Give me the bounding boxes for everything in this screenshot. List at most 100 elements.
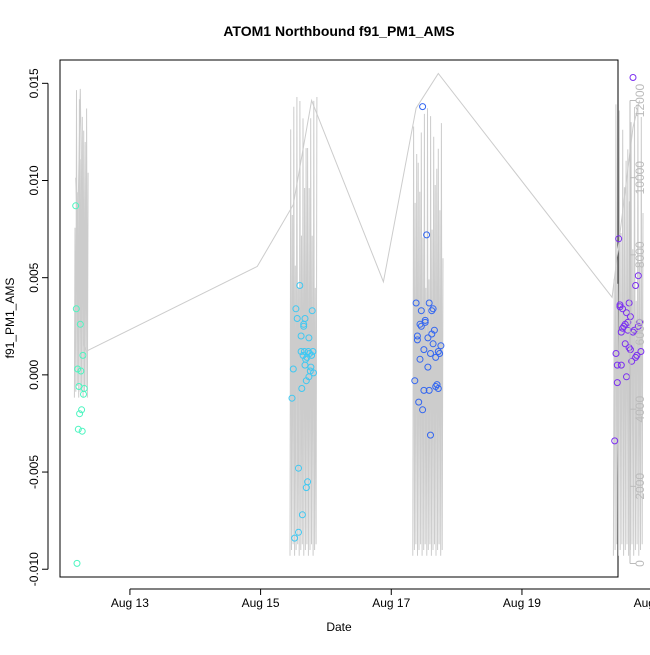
secondary-line [75, 72, 641, 353]
y-tick-label: 0.005 [27, 262, 41, 292]
scatter-point [432, 383, 440, 390]
y2-tick-label: 4000 [633, 396, 647, 423]
scatter-point [432, 353, 440, 361]
scatter-point [437, 342, 445, 350]
scatter-point [419, 103, 427, 111]
secondary-spike-burst [73, 90, 89, 398]
scatter-point [436, 350, 444, 357]
scatter-point [79, 351, 87, 359]
y-tick-label: 0.000 [27, 360, 41, 390]
scatter-point [612, 350, 620, 357]
scatter-point [413, 336, 421, 344]
scatter-point [80, 385, 88, 392]
secondary-series-layer [73, 72, 644, 556]
scatter-point [629, 74, 637, 81]
scatter-point [633, 351, 641, 359]
scatter-point [429, 305, 437, 313]
scatter-point [428, 330, 436, 338]
scatter-point [415, 398, 423, 406]
scatter-point [625, 344, 633, 352]
scatter-point [304, 478, 312, 486]
y-tick-label: -0.005 [27, 455, 41, 489]
scatter-point [634, 322, 642, 330]
x-tick-label: Aug 19 [503, 596, 541, 610]
scatter-point [624, 318, 632, 326]
scatter-point [289, 365, 297, 373]
scatter-point [421, 318, 429, 326]
scatter-point [420, 386, 428, 394]
scatter-point [300, 322, 308, 330]
scatter-point [77, 367, 85, 375]
scatter-point [74, 425, 82, 433]
secondary-spike-burst [289, 96, 318, 556]
scatter-point [417, 322, 425, 330]
scatter-point [76, 320, 84, 328]
y-tick-label: 0.010 [27, 165, 41, 195]
scatter-point [72, 305, 80, 313]
scatter-point [305, 334, 313, 342]
scatter-point [630, 326, 638, 334]
scatter-point [427, 431, 434, 439]
x-tick-label: Aug 13 [111, 596, 149, 610]
secondary-spike-burst [412, 108, 444, 556]
scatter-point [617, 361, 625, 369]
scatter-point [292, 305, 300, 313]
scatter-point [78, 427, 86, 435]
scatter-point [291, 534, 299, 542]
scatter-point [308, 307, 316, 315]
scatter-point [298, 511, 306, 519]
scatter-point [429, 340, 437, 348]
x-tick-label: Aug 15 [242, 596, 280, 610]
scatter-point [412, 299, 420, 307]
scatter-point [301, 315, 309, 322]
axes-layer: -0.010 -0.005 0.000 0.005 0.010 0.015 Aug 13 Au… [27, 68, 650, 610]
plot-frame [59, 59, 619, 578]
y-tick-label: -0.010 [27, 552, 41, 586]
scatter-point [632, 282, 640, 289]
scatter-point [298, 385, 306, 392]
scatter-point [613, 361, 621, 369]
scatter-point [620, 322, 628, 330]
scatter-point [421, 316, 429, 324]
scatter-point [617, 328, 625, 336]
scatter-point [309, 348, 317, 355]
scatter-point [416, 355, 424, 363]
scatter-point [425, 299, 433, 307]
scatter-point [637, 348, 645, 355]
scatter-point [297, 332, 305, 340]
scatter-point [425, 386, 433, 394]
scatter-point [636, 318, 644, 326]
scatter-point [299, 351, 307, 359]
secondary-spike-burst [612, 104, 644, 556]
scatter-point [73, 559, 81, 567]
scatter-point [616, 303, 624, 311]
scatter-point [613, 379, 621, 387]
y2-tick-label: 8000 [633, 241, 647, 268]
y2-tick-label: 10000 [633, 161, 647, 195]
y2-tick-label: 12000 [633, 83, 647, 117]
scatter-point [297, 348, 305, 355]
scatter-point [411, 377, 419, 385]
scatter-point [434, 348, 442, 355]
y-tick-label: 0.015 [27, 68, 41, 98]
x-tick-label: Aug 21 [634, 596, 650, 610]
scatter-point [417, 307, 425, 315]
scatter-point [413, 332, 421, 340]
scatter-point [632, 353, 640, 361]
y2-tick-label: 2000 [633, 473, 647, 500]
y2-tick-label: 0 [633, 560, 647, 567]
scatter-point [628, 357, 636, 365]
x-axis-label: Date [326, 620, 352, 634]
scatter-point [305, 373, 313, 381]
scatter-point [293, 315, 301, 322]
scatter-point [619, 324, 627, 332]
scatter-point [419, 406, 427, 414]
chart-title: ATOM1 Northbound f91_PM1_AMS [223, 23, 454, 39]
scatter-point [427, 350, 434, 357]
scatter-point [295, 528, 302, 536]
scatter-point [296, 282, 304, 289]
scatter-point [625, 299, 633, 307]
scatter-point [76, 410, 84, 418]
